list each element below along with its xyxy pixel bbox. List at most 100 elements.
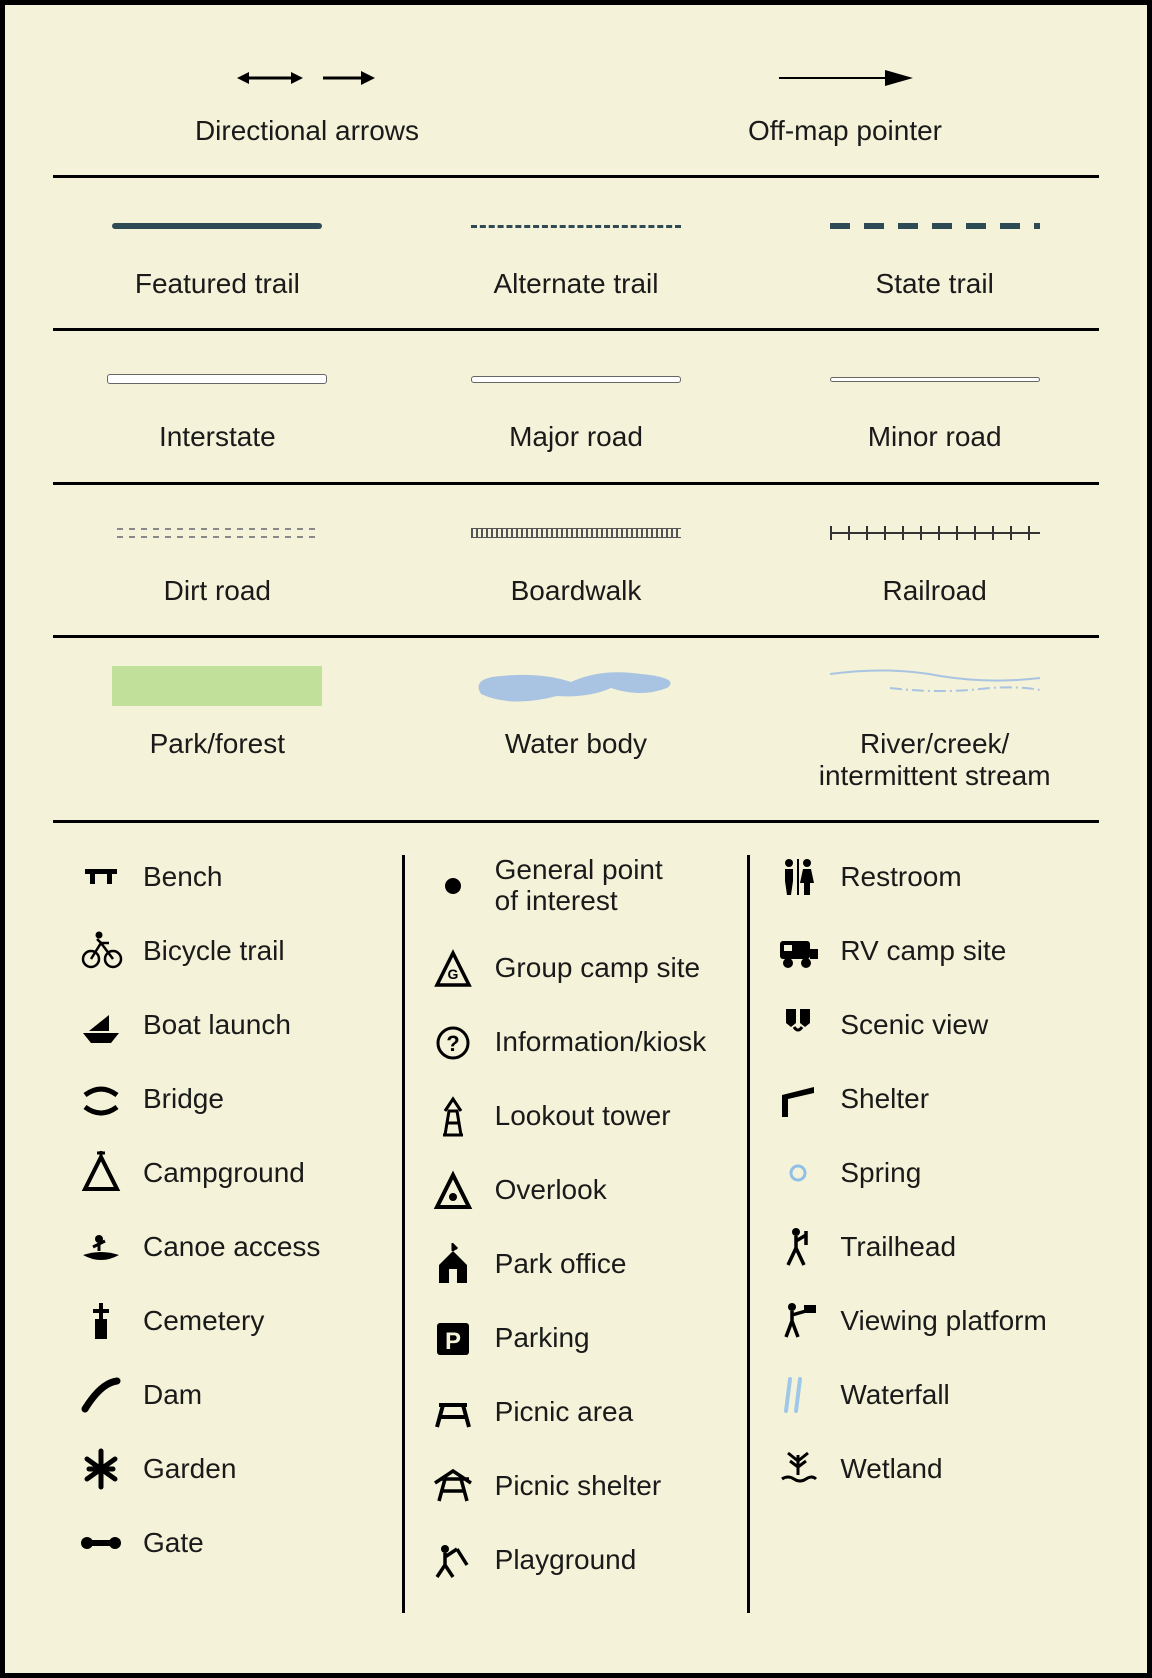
interstate-icon — [107, 374, 327, 384]
poi-item-spring: Spring — [776, 1151, 1073, 1195]
alternate-trail-label: Alternate trail — [494, 268, 659, 300]
railroad-label: Railroad — [883, 575, 987, 607]
poi-label: Gate — [143, 1528, 204, 1559]
poi-column-3: RestroomRV camp siteScenic viewShelterSp… — [750, 855, 1099, 1613]
section-roads: Interstate Major road Minor road — [53, 331, 1099, 484]
poi-label: Dam — [143, 1380, 202, 1411]
poi-label: General point of interest — [495, 855, 663, 917]
poi-label: Wetland — [840, 1454, 942, 1485]
park-office-icon — [431, 1243, 475, 1287]
poi-label: Group camp site — [495, 953, 700, 984]
poi-label: Playground — [495, 1545, 637, 1576]
viewing-icon — [776, 1299, 820, 1343]
gate-icon — [79, 1521, 123, 1565]
cell-state-trail: State trail — [770, 206, 1099, 300]
picnic-icon — [431, 1391, 475, 1435]
railroad-icon — [830, 526, 1040, 540]
minor-road-icon — [830, 377, 1040, 382]
poi-column-1: BenchBicycle trailBoat launchBridgeCampg… — [53, 855, 402, 1613]
poi-label: Picnic shelter — [495, 1471, 662, 1502]
poi-item-wetland: Wetland — [776, 1447, 1073, 1491]
group-camp-icon — [431, 947, 475, 991]
lookout-icon — [431, 1095, 475, 1139]
river-icon — [770, 666, 1099, 706]
poi-item-lookout: Lookout tower — [431, 1095, 722, 1139]
state-trail-label: State trail — [876, 268, 994, 300]
water-body-icon — [412, 666, 741, 706]
poi-item-campground: Campground — [79, 1151, 376, 1195]
park-forest-icon — [112, 666, 322, 706]
poi-label: Viewing platform — [840, 1306, 1046, 1337]
major-road-label: Major road — [509, 421, 643, 453]
cell-park: Park/forest — [53, 666, 382, 792]
water-label: Water body — [505, 728, 647, 760]
poi-label: Restroom — [840, 862, 961, 893]
poi-item-bicycle: Bicycle trail — [79, 929, 376, 973]
interstate-label: Interstate — [159, 421, 276, 453]
poi-label: Cemetery — [143, 1306, 264, 1337]
poi-label: Lookout tower — [495, 1101, 671, 1132]
shelter-icon — [776, 1077, 820, 1121]
poi-label: Bridge — [143, 1084, 224, 1115]
poi-item-viewing: Viewing platform — [776, 1299, 1073, 1343]
bench-icon — [79, 855, 123, 899]
bicycle-icon — [79, 929, 123, 973]
cell-offmap: Off-map pointer — [748, 63, 942, 147]
scenic-icon — [776, 1003, 820, 1047]
cell-water: Water body — [412, 666, 741, 792]
poi-item-park-office: Park office — [431, 1243, 722, 1287]
spring-icon — [776, 1151, 820, 1195]
cell-interstate: Interstate — [53, 359, 382, 453]
dirt-road-label: Dirt road — [164, 575, 271, 607]
poi-item-picnic-shelter: Picnic shelter — [431, 1465, 722, 1509]
section-paths: Dirt road Boardwalk Railroad — [53, 485, 1099, 638]
poi-item-gate: Gate — [79, 1521, 376, 1565]
poi-label: Shelter — [840, 1084, 929, 1115]
park-label: Park/forest — [150, 728, 285, 760]
cell-boardwalk: Boardwalk — [412, 513, 741, 607]
playground-icon — [431, 1539, 475, 1583]
poi-item-shelter: Shelter — [776, 1077, 1073, 1121]
boat-launch-icon — [79, 1003, 123, 1047]
cell-alternate-trail: Alternate trail — [412, 206, 741, 300]
campground-icon — [79, 1151, 123, 1195]
poi-column-2: General point of interest Group camp site… — [402, 855, 751, 1613]
overlook-icon — [431, 1169, 475, 1213]
poi-item-info: Information/kiosk — [431, 1021, 722, 1065]
cell-dirt-road: Dirt road — [53, 513, 382, 607]
poi-item-bench: Bench — [79, 855, 376, 899]
river-label: River/creek/ intermittent stream — [819, 728, 1051, 792]
featured-trail-label: Featured trail — [135, 268, 300, 300]
section-trails: Featured trail Alternate trail State tra… — [53, 178, 1099, 331]
poi-label: Waterfall — [840, 1380, 949, 1411]
cemetery-icon — [79, 1299, 123, 1343]
poi-item-bridge: Bridge — [79, 1077, 376, 1121]
restroom-icon — [776, 855, 820, 899]
info-icon — [431, 1021, 475, 1065]
poi-item-playground: Playground — [431, 1539, 722, 1583]
picnic-shelter-icon — [431, 1465, 475, 1509]
poi-item-poi-dot: General point of interest — [431, 855, 722, 917]
offmap-pointer-icon — [748, 63, 942, 93]
state-trail-icon — [830, 223, 1040, 229]
poi-item-picnic: Picnic area — [431, 1391, 722, 1435]
garden-icon — [79, 1447, 123, 1491]
poi-label: Overlook — [495, 1175, 607, 1206]
dirt-road-icon — [117, 528, 317, 538]
section-poi: BenchBicycle trailBoat launchBridgeCampg… — [53, 823, 1099, 1613]
poi-item-canoe: Canoe access — [79, 1225, 376, 1269]
canoe-icon — [79, 1225, 123, 1269]
poi-item-trailhead: Trailhead — [776, 1225, 1073, 1269]
boardwalk-icon — [471, 528, 681, 538]
cell-railroad: Railroad — [770, 513, 1099, 607]
poi-item-dam: Dam — [79, 1373, 376, 1417]
poi-item-overlook: Overlook — [431, 1169, 722, 1213]
featured-trail-icon — [112, 223, 322, 229]
poi-item-restroom: Restroom — [776, 855, 1073, 899]
poi-item-waterfall: Waterfall — [776, 1373, 1073, 1417]
poi-label: Park office — [495, 1249, 627, 1280]
poi-label: Garden — [143, 1454, 236, 1485]
cell-directional: Directional arrows — [195, 63, 419, 147]
wetland-icon — [776, 1447, 820, 1491]
poi-item-cemetery: Cemetery — [79, 1299, 376, 1343]
